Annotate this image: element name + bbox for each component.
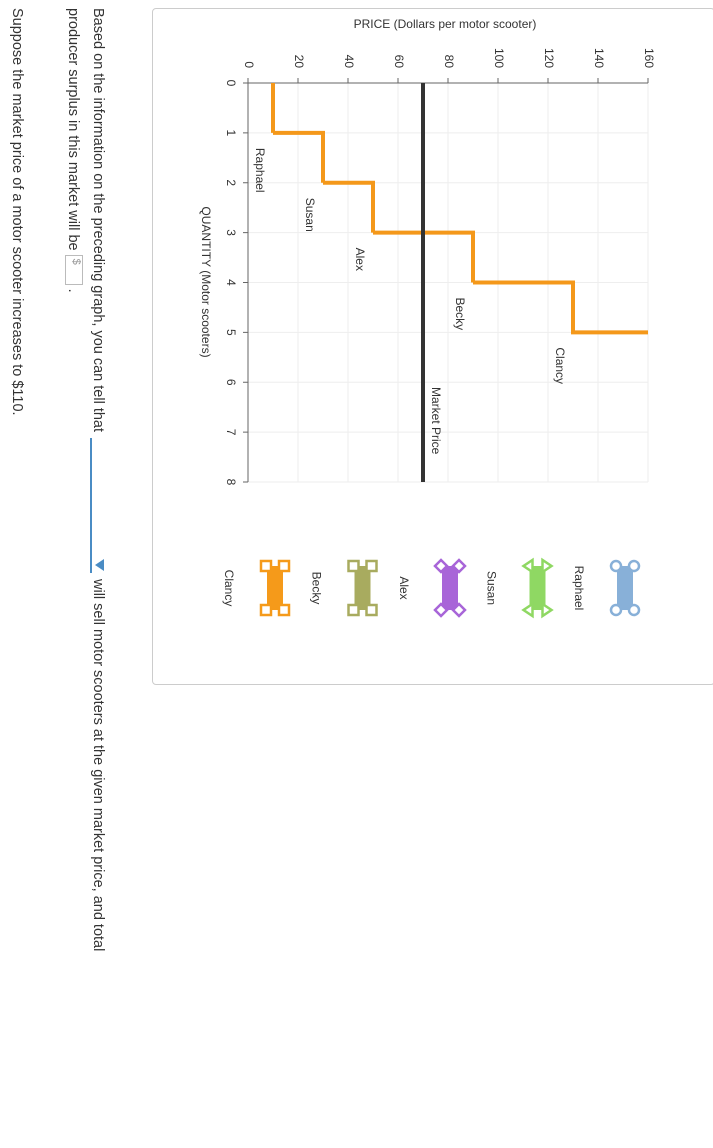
legend-marker (451, 602, 467, 618)
legend-marker (277, 603, 291, 617)
question-line: Suppose the market price of a motor scoo… (9, 8, 25, 416)
legend-marker (609, 603, 623, 617)
legend-marker (365, 559, 378, 573)
text: producer surplus in this market will be (65, 8, 81, 251)
x-tick-label: 5 (224, 329, 238, 336)
seller-label: Becky (453, 298, 467, 331)
text: Suppose the market price of a motor scoo… (9, 8, 25, 416)
y-tick-label: 80 (442, 55, 456, 69)
legend-marker (451, 558, 467, 574)
supply-step (323, 180, 375, 233)
y-tick-label: 20 (292, 55, 306, 69)
legend-label: Susan (484, 571, 498, 605)
legend-marker (433, 558, 449, 574)
legend-marker (627, 603, 641, 617)
legend-label: Alex (397, 576, 411, 599)
legend-marker (347, 603, 360, 617)
legend-marker (627, 559, 641, 573)
y-axis-title: PRICE (Dollars per motor scooter) (354, 17, 537, 31)
legend-marker (521, 601, 534, 619)
legend-swatch (354, 566, 371, 610)
x-axis-title: QUANTITY (Motor scooters) (199, 206, 213, 357)
legend-marker (347, 559, 360, 573)
supply-step (273, 130, 325, 183)
y-tick-label: 100 (492, 48, 506, 68)
y-tick-label: 60 (392, 55, 406, 69)
legend-label: Clancy (222, 570, 236, 607)
seller-label: Susan (303, 198, 317, 232)
x-tick-label: 1 (224, 130, 238, 137)
x-tick-label: 7 (224, 429, 238, 436)
market-price-label: Market Price (429, 387, 443, 455)
legend-marker (521, 557, 534, 575)
legend-marker (609, 559, 623, 573)
x-tick-label: 3 (224, 229, 238, 236)
supply-step (473, 280, 648, 335)
x-tick-label: 4 (224, 279, 238, 286)
x-tick-label: 0 (224, 80, 238, 87)
text: will sell motor scooters at the given ma… (90, 579, 106, 952)
legend-marker (277, 559, 291, 573)
legend-marker (365, 603, 378, 617)
legend-marker (433, 602, 449, 618)
legend-swatch (442, 566, 458, 610)
chart: PRICE (Dollars per motor scooter) QUANTI… (199, 17, 656, 619)
answer-input[interactable]: $ (65, 254, 83, 285)
legend-marker (541, 557, 554, 575)
question-line: producer surplus in this market will be … (65, 8, 83, 293)
legend-label: Becky (309, 572, 323, 605)
legend-marker (541, 601, 554, 619)
supply-step (373, 230, 475, 283)
y-tick-label: 40 (342, 55, 356, 69)
legend-marker (259, 559, 273, 573)
x-tick-label: 8 (224, 479, 238, 486)
legend-swatch (617, 566, 633, 610)
seller-label: Alex (353, 248, 367, 271)
seller-label: Raphael (253, 148, 267, 193)
seller-label: Clancy (553, 347, 567, 384)
legend-swatch (529, 566, 546, 610)
y-tick-label: 160 (642, 48, 656, 68)
text: Based on the information on the precedin… (90, 8, 106, 433)
x-tick-label: 6 (224, 379, 238, 386)
y-tick-label: 0 (242, 61, 256, 68)
question-line: Based on the information on the precedin… (90, 8, 110, 951)
x-tick-label: 2 (224, 179, 238, 186)
y-tick-label: 140 (592, 48, 606, 68)
dropdown[interactable] (90, 438, 110, 574)
y-tick-label: 120 (542, 48, 556, 68)
text: . (65, 288, 81, 293)
legend-swatch (267, 566, 283, 610)
legend-marker (259, 603, 273, 617)
legend-label: Raphael (572, 566, 586, 611)
